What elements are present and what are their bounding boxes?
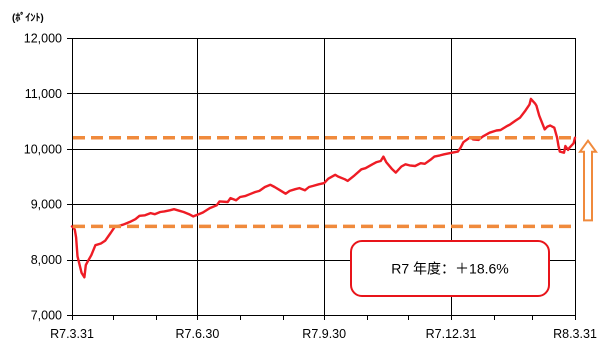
y-tick-label: 8,000 [31, 253, 62, 267]
x-tick-label: R7.9.30 [302, 327, 346, 341]
x-tick-label: R7.12.31 [426, 327, 477, 341]
annotation-text: R7 年度：＋18.6% [391, 261, 508, 277]
y-tick-label: 9,000 [31, 198, 62, 212]
y-tick-label: 11,000 [25, 87, 62, 101]
y-tick-labels: 12,000 11,000 10,000 9,000 8,000 7,000 [24, 32, 62, 323]
x-tick-labels: R7.3.31 R7.6.30 R7.9.30 R7.12.31 R8.3.31 [50, 327, 597, 341]
annotation-frame [350, 240, 550, 297]
axis-tick-marks [67, 38, 576, 320]
series-line [70, 97, 577, 279]
x-tick-label: R8.3.31 [553, 327, 597, 341]
x-tick-label: R7.6.30 [176, 327, 220, 341]
y-axis-unit-label: (ﾎﾟｲﾝﾄ) [12, 11, 44, 24]
up-arrow-icon [578, 138, 598, 222]
x-tick-label: R7.3.31 [50, 327, 94, 341]
reference-lines [73, 135, 571, 229]
series-layer [70, 97, 577, 279]
y-tick-label: 7,000 [31, 309, 62, 323]
y-tick-label: 12,000 [24, 32, 62, 46]
annotation-box: R7 年度：＋18.6% [350, 240, 550, 297]
y-tick-label: 10,000 [24, 142, 62, 156]
